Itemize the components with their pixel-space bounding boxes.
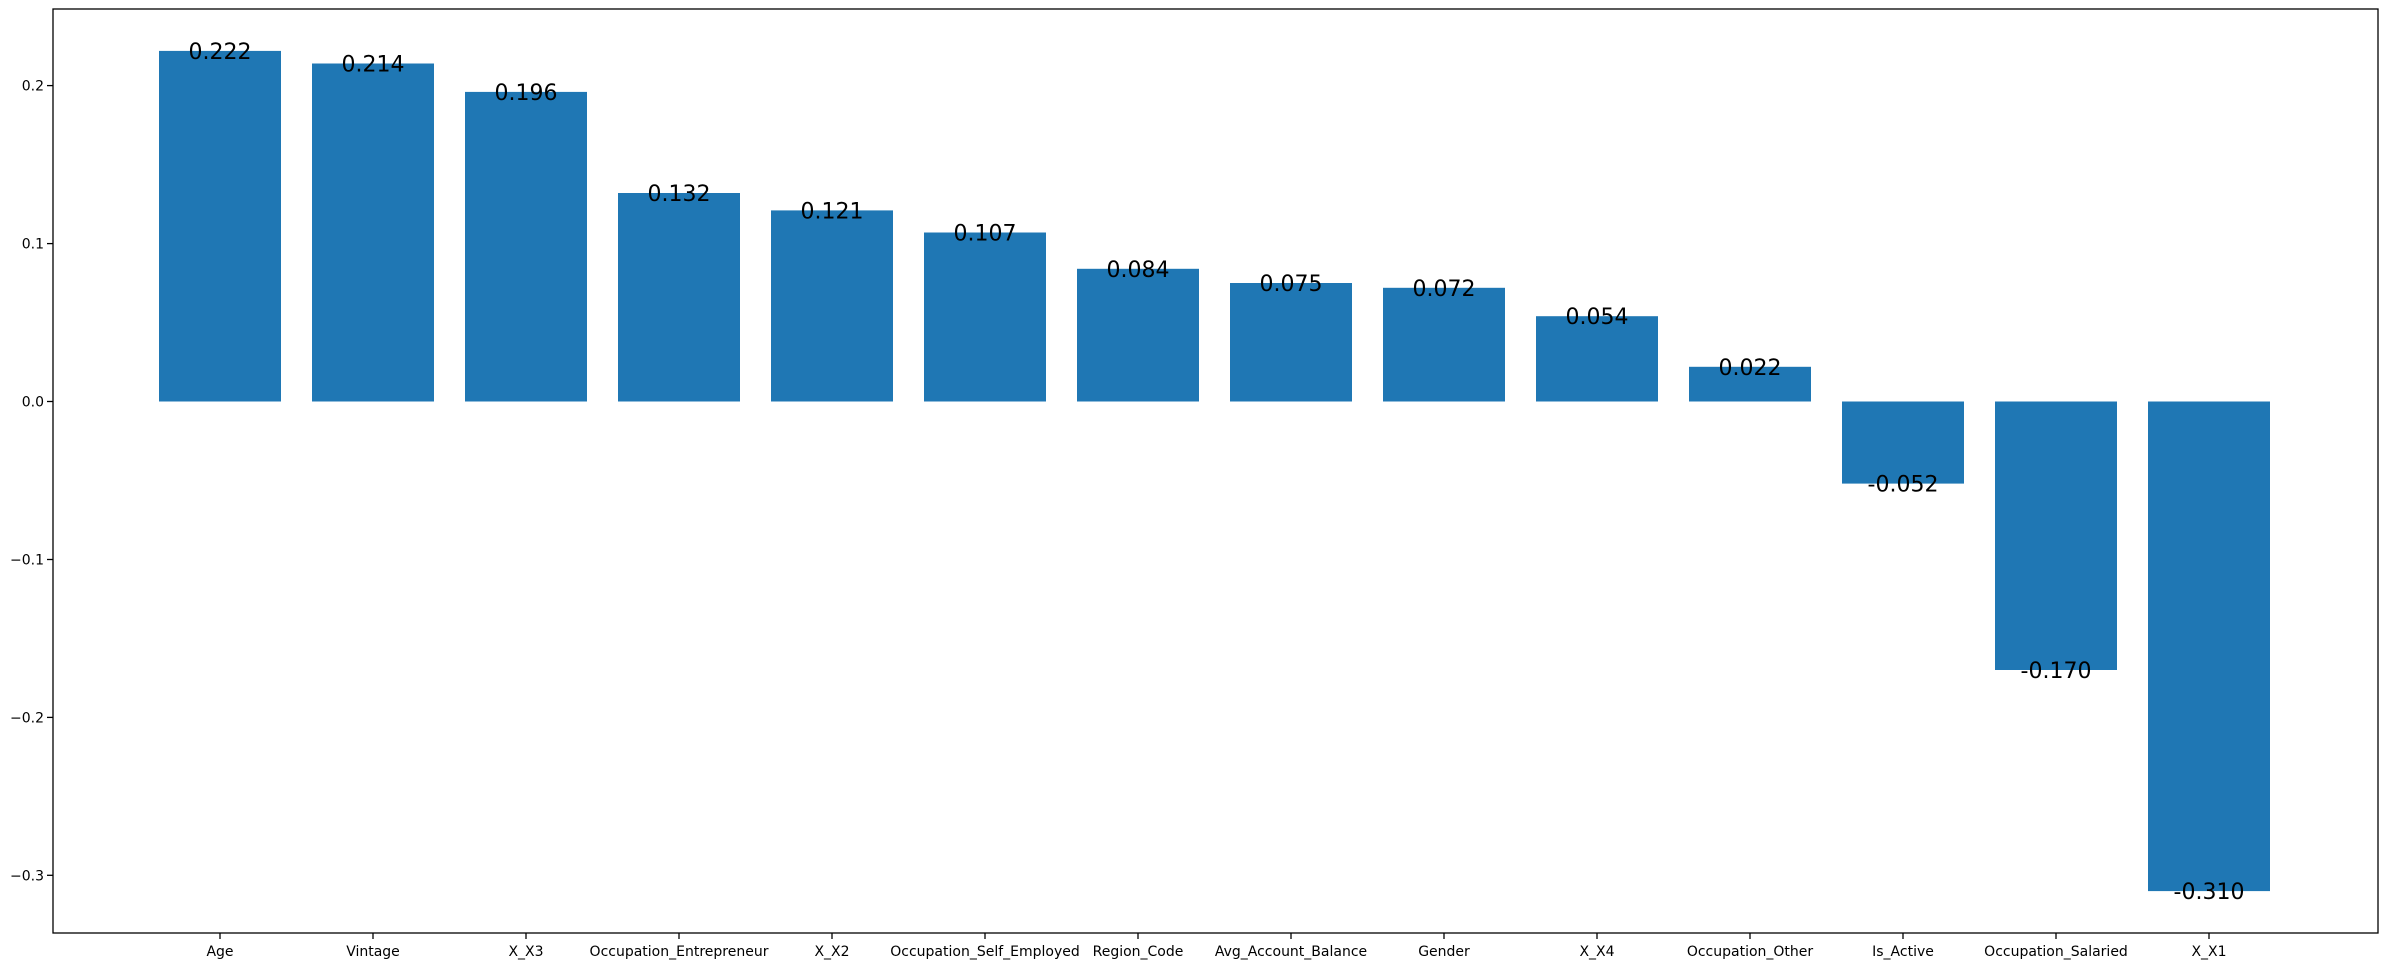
x-tick-label: X_X1 [2191,944,2226,960]
x-tick-label: Gender [1418,944,1470,960]
bar-occupation-other [1689,366,1811,402]
bar-vintage [312,63,434,402]
bar-occupation-self-employed [924,232,1046,402]
bar-x-x3 [465,91,587,402]
data-label: 0.222 [189,40,252,65]
bar-x-x1 [2148,401,2270,892]
data-labels: 0.222 0.214 0.196 0.132 0.121 0.107 0.084 0.075… [189,40,2245,905]
x-tick-label: Occupation_Self_Employed [890,944,1080,960]
x-tick-label: X_X4 [1579,944,1614,960]
x-axis: Age Vintage X_X3 Occupation_Entrepreneur X_X… [206,933,2227,960]
data-label: 0.075 [1260,272,1323,297]
y-tick-label: −0.3 [10,868,44,884]
data-label: -0.310 [2174,880,2245,905]
x-tick-label: Vintage [346,944,400,960]
x-tick-label: X_X3 [508,944,543,960]
x-tick-label: Region_Code [1093,944,1184,960]
y-tick-label: −0.1 [10,553,44,569]
data-label: 0.196 [495,81,558,106]
bar-occupation-salaried [1995,401,2117,670]
data-label: -0.170 [2021,659,2092,684]
x-tick-label: X_X2 [814,944,849,960]
y-tick-label: 0.1 [22,237,44,253]
data-label: 0.132 [648,182,711,207]
x-tick-label: Occupation_Salaried [1984,944,2128,960]
bars [159,50,2270,892]
bar-age [159,50,281,402]
y-tick-label: 0.0 [22,395,44,411]
x-tick-label: Occupation_Entrepreneur [590,944,769,960]
plot-frame [52,8,2379,934]
bar-occupation-entrepreneur [618,193,740,402]
y-tick-label: 0.2 [22,79,44,95]
data-label: 0.121 [801,199,864,224]
data-label: 0.107 [954,222,1017,247]
data-label: 0.214 [342,53,405,78]
data-label: 0.022 [1719,356,1782,381]
x-tick-label: Occupation_Other [1687,944,1814,960]
bar-gender [1383,287,1505,402]
y-axis: 0.2 0.1 0.0 −0.1 −0.2 −0.3 [10,79,53,884]
x-tick-label: Avg_Account_Balance [1215,944,1367,960]
bar-region-code [1077,268,1199,402]
bar-x-x2 [771,210,893,402]
x-tick-label: Is_Active [1872,944,1934,960]
data-label: -0.052 [1868,473,1939,498]
data-label: 0.072 [1413,277,1476,302]
data-label: 0.054 [1566,305,1629,330]
bar-is-active [1842,401,1964,484]
bar-avg-account-balance [1230,283,1352,402]
data-label: 0.084 [1107,258,1170,283]
y-tick-label: −0.2 [10,710,44,726]
x-tick-label: Age [206,944,233,960]
bar-x-x4 [1536,316,1658,402]
